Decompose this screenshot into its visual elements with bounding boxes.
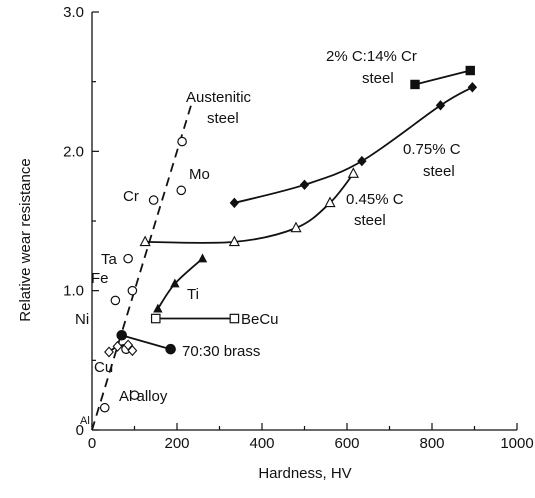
series-5-point-2 <box>290 221 302 233</box>
series-0-point-0 <box>104 346 114 358</box>
series-5-point-3 <box>324 196 336 208</box>
series-5-point-1 <box>228 235 240 247</box>
x-tick-label: 0 <box>88 435 96 452</box>
label-austenitic-line1: Austenitic <box>186 89 252 106</box>
plot-area: 0 200 400 600 800 1000 0 1.0 2.0 3.0 <box>63 4 534 452</box>
series-7-point-0 <box>410 79 420 90</box>
x-axis-title: Hardness, HV <box>258 465 351 482</box>
label-fe: Fe <box>91 270 109 287</box>
label-cr: Cr <box>123 188 139 205</box>
x-tick-label: 600 <box>334 435 359 452</box>
series-6-point-4 <box>467 82 478 93</box>
y-axis-title: Relative wear resistance <box>17 158 34 321</box>
label-al-alloy: Al alloy <box>119 388 168 405</box>
series-5-point-4 <box>347 167 359 178</box>
label-045c-line2: steel <box>354 212 386 229</box>
x-tick-label: 200 <box>164 435 189 452</box>
pure-metal-point-6 <box>176 185 187 196</box>
series-0-point-1 <box>112 340 123 352</box>
label-cu: Cu <box>94 359 113 376</box>
label-al: Al <box>80 415 90 427</box>
series-2-point-0 <box>129 390 140 400</box>
label-075c-line2: steel <box>423 163 455 180</box>
label-ni: Ni <box>75 311 89 328</box>
pure-metal-point-2 <box>110 295 121 306</box>
series-6-point-3 <box>435 100 446 111</box>
label-crsteel-line2: steel <box>362 70 394 87</box>
series-0-point-3 <box>127 345 138 357</box>
label-ti: Ti <box>187 286 199 303</box>
y-tick-label: 1.0 <box>63 283 84 300</box>
series-4-point-1 <box>170 278 180 288</box>
series-6-point-0 <box>229 197 240 209</box>
x-tick-label: 1000 <box>500 435 533 452</box>
pure-metal-point-7 <box>177 136 187 147</box>
pure-metal-point-3 <box>127 285 138 296</box>
label-mo: Mo <box>189 166 210 183</box>
y-tick-label: 3.0 <box>63 4 84 21</box>
series-line-7 <box>414 69 471 86</box>
series-line-5 <box>145 173 355 244</box>
data-marks <box>91 65 478 431</box>
x-tick-label: 800 <box>419 435 444 452</box>
series-line-1 <box>121 334 171 351</box>
pure-metal-point-4 <box>123 253 133 264</box>
y-tick-label: 2.0 <box>63 143 84 160</box>
label-austenitic-line2: steel <box>207 110 239 127</box>
series-4-point-2 <box>197 253 208 263</box>
label-crsteel-line1: 2% C:14% Cr <box>326 48 417 65</box>
series-3-point-0 <box>150 313 161 324</box>
series-7-point-1 <box>465 65 475 76</box>
y-tick-label: 0 <box>76 422 84 439</box>
label-brass: 70:30 brass <box>182 343 260 360</box>
label-ta: Ta <box>101 251 118 268</box>
series-4-point-0 <box>153 303 163 313</box>
series-6-point-2 <box>357 155 367 167</box>
series-3-point-1 <box>229 313 240 324</box>
label-045c-line1: 0.45% C <box>346 191 404 208</box>
pure-metal-point-0 <box>99 402 110 413</box>
series-6-point-1 <box>299 179 310 190</box>
label-becu: BeCu <box>241 311 279 328</box>
x-tick-label: 400 <box>249 435 274 452</box>
series-5-point-0 <box>139 235 151 247</box>
pure-metal-point-5 <box>148 195 159 205</box>
series-1-point-1 <box>165 343 176 355</box>
series-0-point-2 <box>123 339 134 351</box>
series-1-point-0 <box>116 329 128 341</box>
austenitic-steel-trend-line <box>91 102 193 431</box>
label-075c-line1: 0.75% C <box>403 141 461 158</box>
